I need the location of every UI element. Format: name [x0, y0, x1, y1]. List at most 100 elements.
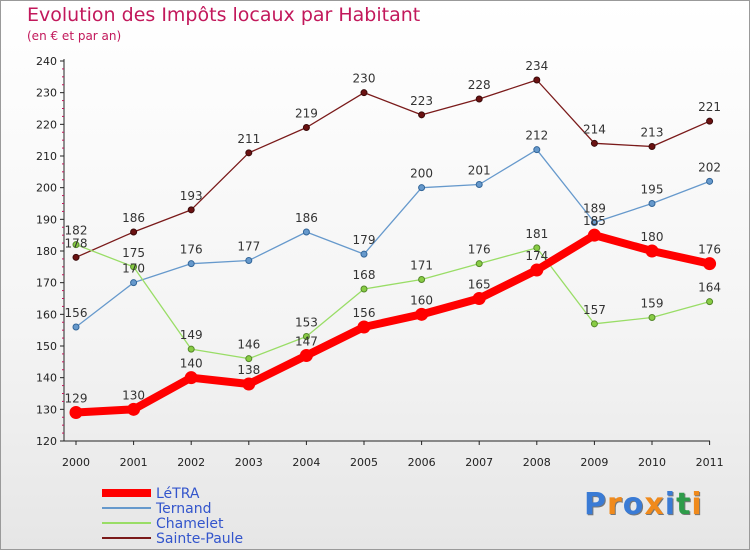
x-tick-label: 2008: [523, 456, 551, 469]
data-label: 129: [65, 392, 88, 406]
y-tick-label: 140: [36, 372, 57, 385]
x-tick-label: 2010: [638, 456, 666, 469]
data-label: 223: [410, 94, 433, 108]
series-line-1: [75, 149, 711, 328]
data-label: 186: [122, 211, 145, 225]
data-label: 156: [353, 306, 376, 320]
logo-letter: o: [622, 487, 645, 522]
data-label: 130: [122, 388, 145, 402]
data-label: 168: [353, 268, 376, 282]
data-point: [472, 292, 486, 305]
data-point: [590, 219, 598, 226]
y-tick-label: 170: [36, 277, 57, 290]
data-point: [590, 139, 598, 147]
data-point: [415, 307, 429, 321]
data-label: 164: [698, 281, 721, 295]
y-tick-label: 120: [36, 435, 57, 448]
data-point: [533, 76, 541, 84]
data-point: [187, 206, 195, 214]
logo-letter: r: [607, 487, 623, 522]
series-line-0: [72, 231, 714, 417]
y-tick-label: 210: [36, 150, 57, 163]
data-label: 219: [295, 107, 318, 121]
legend-label: LéTRA: [156, 486, 200, 502]
y-tick-label: 200: [36, 182, 57, 195]
data-label: 211: [237, 132, 260, 146]
data-label: 146: [237, 338, 260, 352]
data-point: [648, 200, 656, 207]
x-tick-label: 2004: [292, 456, 320, 469]
data-point: [245, 257, 253, 264]
data-point: [530, 263, 544, 277]
x-tick-label: 2000: [62, 456, 90, 469]
data-label: 179: [353, 233, 376, 247]
data-label: 181: [525, 227, 548, 241]
y-tick-label: 130: [36, 403, 57, 416]
data-label: 175: [122, 246, 145, 260]
data-point: [302, 333, 310, 340]
data-point: [587, 228, 601, 242]
chart-title: Evolution des Impôts locaux par Habitant: [27, 4, 421, 26]
series-line-3: [75, 79, 711, 258]
logo-letter: i: [691, 487, 703, 522]
data-label: 228: [468, 78, 491, 92]
y-tick-label: 240: [36, 55, 57, 68]
data-label: 153: [295, 316, 318, 330]
data-label: 214: [583, 122, 606, 136]
data-point: [360, 285, 368, 293]
x-tick-label: 2003: [235, 456, 263, 469]
data-point: [69, 406, 83, 419]
data-label: 171: [410, 259, 433, 273]
data-point: [703, 257, 717, 271]
data-point: [72, 253, 80, 261]
y-tick-label: 180: [36, 245, 57, 258]
series-line-2: [75, 244, 711, 360]
data-point: [706, 117, 714, 125]
y-tick-label: 150: [36, 340, 57, 353]
data-point: [475, 260, 483, 268]
data-point: [187, 345, 195, 353]
data-label: 160: [410, 293, 433, 307]
data-point: [130, 279, 138, 287]
data-label: 230: [353, 72, 376, 86]
data-point: [418, 111, 426, 119]
data-point: [706, 177, 714, 185]
data-point: [648, 314, 656, 321]
data-label: 202: [698, 160, 721, 174]
x-tick-label: 2005: [350, 456, 378, 469]
data-label: 174: [525, 249, 548, 263]
data-point: [533, 244, 541, 252]
data-label: 234: [525, 59, 548, 73]
x-tick-label: 2007: [465, 456, 493, 469]
data-label: 195: [641, 183, 664, 197]
data-label: 182: [65, 224, 88, 238]
data-point: [130, 263, 138, 271]
data-label: 186: [295, 211, 318, 225]
data-label: 176: [698, 243, 721, 257]
data-point: [302, 228, 310, 236]
data-label: 170: [122, 262, 145, 276]
data-label: 147: [295, 335, 318, 349]
data-point: [418, 184, 426, 192]
data-point: [302, 124, 310, 131]
data-label: 149: [180, 328, 203, 342]
data-label: 212: [525, 129, 548, 143]
data-point: [72, 323, 80, 331]
logo-letter: t: [676, 487, 692, 522]
legend-label: Chamelet: [156, 516, 224, 532]
y-tick-label: 190: [36, 213, 57, 226]
y-tick-label: 160: [36, 308, 57, 321]
data-label: 193: [180, 189, 203, 203]
data-point: [242, 377, 256, 391]
chart-subtitle: (en € et par an): [27, 29, 122, 43]
data-point: [360, 89, 368, 97]
data-label: 200: [410, 167, 433, 181]
data-point: [245, 355, 253, 363]
data-point: [130, 228, 138, 236]
x-tick-label: 2009: [580, 456, 608, 469]
logo-letter: x: [644, 487, 665, 522]
x-tick-label: 2006: [408, 456, 436, 469]
logo-letter: P: [584, 487, 607, 522]
data-point: [706, 298, 714, 306]
